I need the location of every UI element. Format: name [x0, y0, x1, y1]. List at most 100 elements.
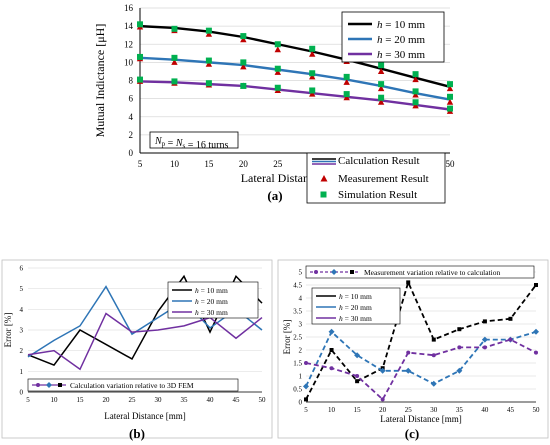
simulation-point-h10: [171, 25, 178, 32]
legend-calculation-label: Calculation Result: [338, 155, 420, 167]
measurement-point-h20: [171, 58, 178, 65]
simulation-point-h20: [343, 73, 350, 80]
simulation-point-h10: [309, 45, 316, 52]
legend-b-label-h30: h = 30 mm: [195, 308, 228, 317]
simulation-point-h20: [171, 54, 178, 61]
xtick-label-b: 25: [129, 396, 137, 404]
measurement-point-h10: [412, 76, 419, 83]
measurement-point-h20: [446, 98, 454, 105]
xtick-label-a: 5: [138, 159, 143, 169]
legend-c-note-box: [305, 265, 535, 279]
marker-c-h30: [304, 361, 308, 365]
ytick-label-a: 8: [129, 76, 134, 86]
ytick-label-c: 4: [299, 295, 303, 303]
measurement-point-h20: [274, 68, 281, 75]
legend-b-marker-h10: [58, 383, 62, 387]
ytick-label-a: 10: [124, 57, 134, 67]
ytick-label-b: 0: [20, 389, 24, 397]
legend-label-h20: h = 20 mm: [377, 34, 426, 46]
marker-c-h10: [431, 337, 436, 342]
marker-c-h20: [328, 328, 335, 335]
x-axis-label-c: Lateral Distance [mm]: [380, 414, 461, 424]
ytick-label-c: 2.5: [293, 334, 302, 342]
chart-a: 02468101214165101520253035404550Lateral …: [93, 3, 455, 204]
marker-c-h10: [457, 327, 462, 332]
xtick-label-a: 15: [204, 159, 214, 169]
xtick-label-b: 50: [259, 396, 267, 404]
simulation-point-h10: [412, 71, 419, 78]
measurement-point-h10: [377, 67, 385, 74]
simulation-point-h30: [343, 91, 350, 98]
xtick-label-c: 35: [456, 406, 464, 414]
xtick-label-c: 30: [430, 406, 438, 414]
ytick-label-a: 4: [129, 112, 134, 122]
turns-annotation: Np = Ns = 16 turns: [154, 136, 228, 151]
measurement-point-h30: [412, 102, 419, 109]
error-line-b-h30: [27, 312, 263, 371]
ytick-label-c: 3.5: [293, 308, 302, 316]
legend-c-label-h20: h = 20 mm: [339, 303, 372, 312]
xtick-label-b: 35: [181, 396, 189, 404]
xtick-label-b: 5: [26, 396, 30, 404]
xtick-label-c: 20: [379, 406, 387, 414]
ytick-label-c: 0: [299, 399, 303, 407]
legend-b-label-h20: h = 20 mm: [195, 297, 228, 306]
legend-c-marker-h10: [350, 270, 354, 274]
legend-b-marker-h20: [46, 382, 52, 388]
legend-b-marker-h30: [36, 383, 40, 387]
y-axis-label-b: Error [%]: [3, 313, 13, 348]
panel-label-b: (b): [129, 426, 145, 441]
marker-c-h20: [405, 367, 412, 374]
legend-b-note-box: [27, 378, 239, 392]
ytick-label-a: 14: [124, 21, 134, 31]
simulation-point-h30: [378, 94, 385, 101]
y-axis-label-a: Mutual Indictance [μH]: [93, 24, 107, 138]
legend-c-label-h30: h = 30 mm: [339, 314, 372, 323]
chart-c: 0 0.5 1 1.5 2 2.5 3 3.5 4 4.5 5 5 10 15 20 25 30 35 40 45 50…: [277, 259, 549, 441]
ytick-label-b: 5: [20, 285, 24, 293]
ytick-label-a: 6: [129, 94, 134, 104]
marker-c-h30: [431, 353, 436, 358]
legend-c-label-h10: h = 10 mm: [339, 292, 372, 301]
xtick-label-a: 10: [170, 159, 180, 169]
ytick-label-a: 2: [129, 130, 134, 140]
marker-c-h20: [354, 352, 361, 359]
error-line-c-h10: [305, 279, 537, 400]
marker-c-h10: [534, 283, 538, 287]
measurement-point-h20: [377, 85, 385, 92]
ytick-label-b: 6: [20, 265, 24, 273]
simulation-point-h30: [240, 82, 247, 89]
marker-c-h30: [457, 345, 462, 350]
panel-c-frame: [277, 259, 549, 439]
turns-annotation-box: [149, 131, 239, 149]
simulation-point-h20: [240, 59, 247, 66]
simulation-point-h10: [240, 33, 247, 40]
measurement-point-h20: [412, 91, 419, 98]
simulation-point-h10: [205, 27, 212, 34]
simulation-point-h30: [447, 105, 453, 112]
ytick-label-b: 3: [20, 327, 24, 335]
simulation-point-h10: [137, 21, 143, 28]
measurement-point-h10: [446, 85, 454, 92]
ytick-label-a: 16: [124, 3, 134, 13]
simulation-point-h20: [412, 88, 419, 95]
marker-c-h30: [482, 345, 487, 350]
marker-c-h10: [508, 316, 513, 321]
marker-c-h30: [534, 350, 538, 355]
panel-label-a: (a): [267, 188, 282, 203]
marker-c-h30: [355, 374, 360, 378]
ytick-label-c: 2: [299, 347, 303, 355]
marker-c-h20: [303, 383, 309, 390]
ytick-label-c: 3: [299, 321, 303, 329]
error-line-b-h20: [27, 285, 263, 358]
x-axis-label-b: Lateral Distance [mm]: [104, 411, 185, 421]
xtick-label-b: 45: [233, 396, 241, 404]
measurement-point-h10: [274, 46, 281, 53]
xtick-label-c: 5: [304, 406, 308, 414]
measurement-point-h20: [240, 63, 247, 70]
measurement-point-h20: [343, 78, 350, 85]
simulation-point-h20: [447, 93, 453, 100]
legend-c-note-label: Measurement variation relative to calcul…: [364, 268, 500, 277]
